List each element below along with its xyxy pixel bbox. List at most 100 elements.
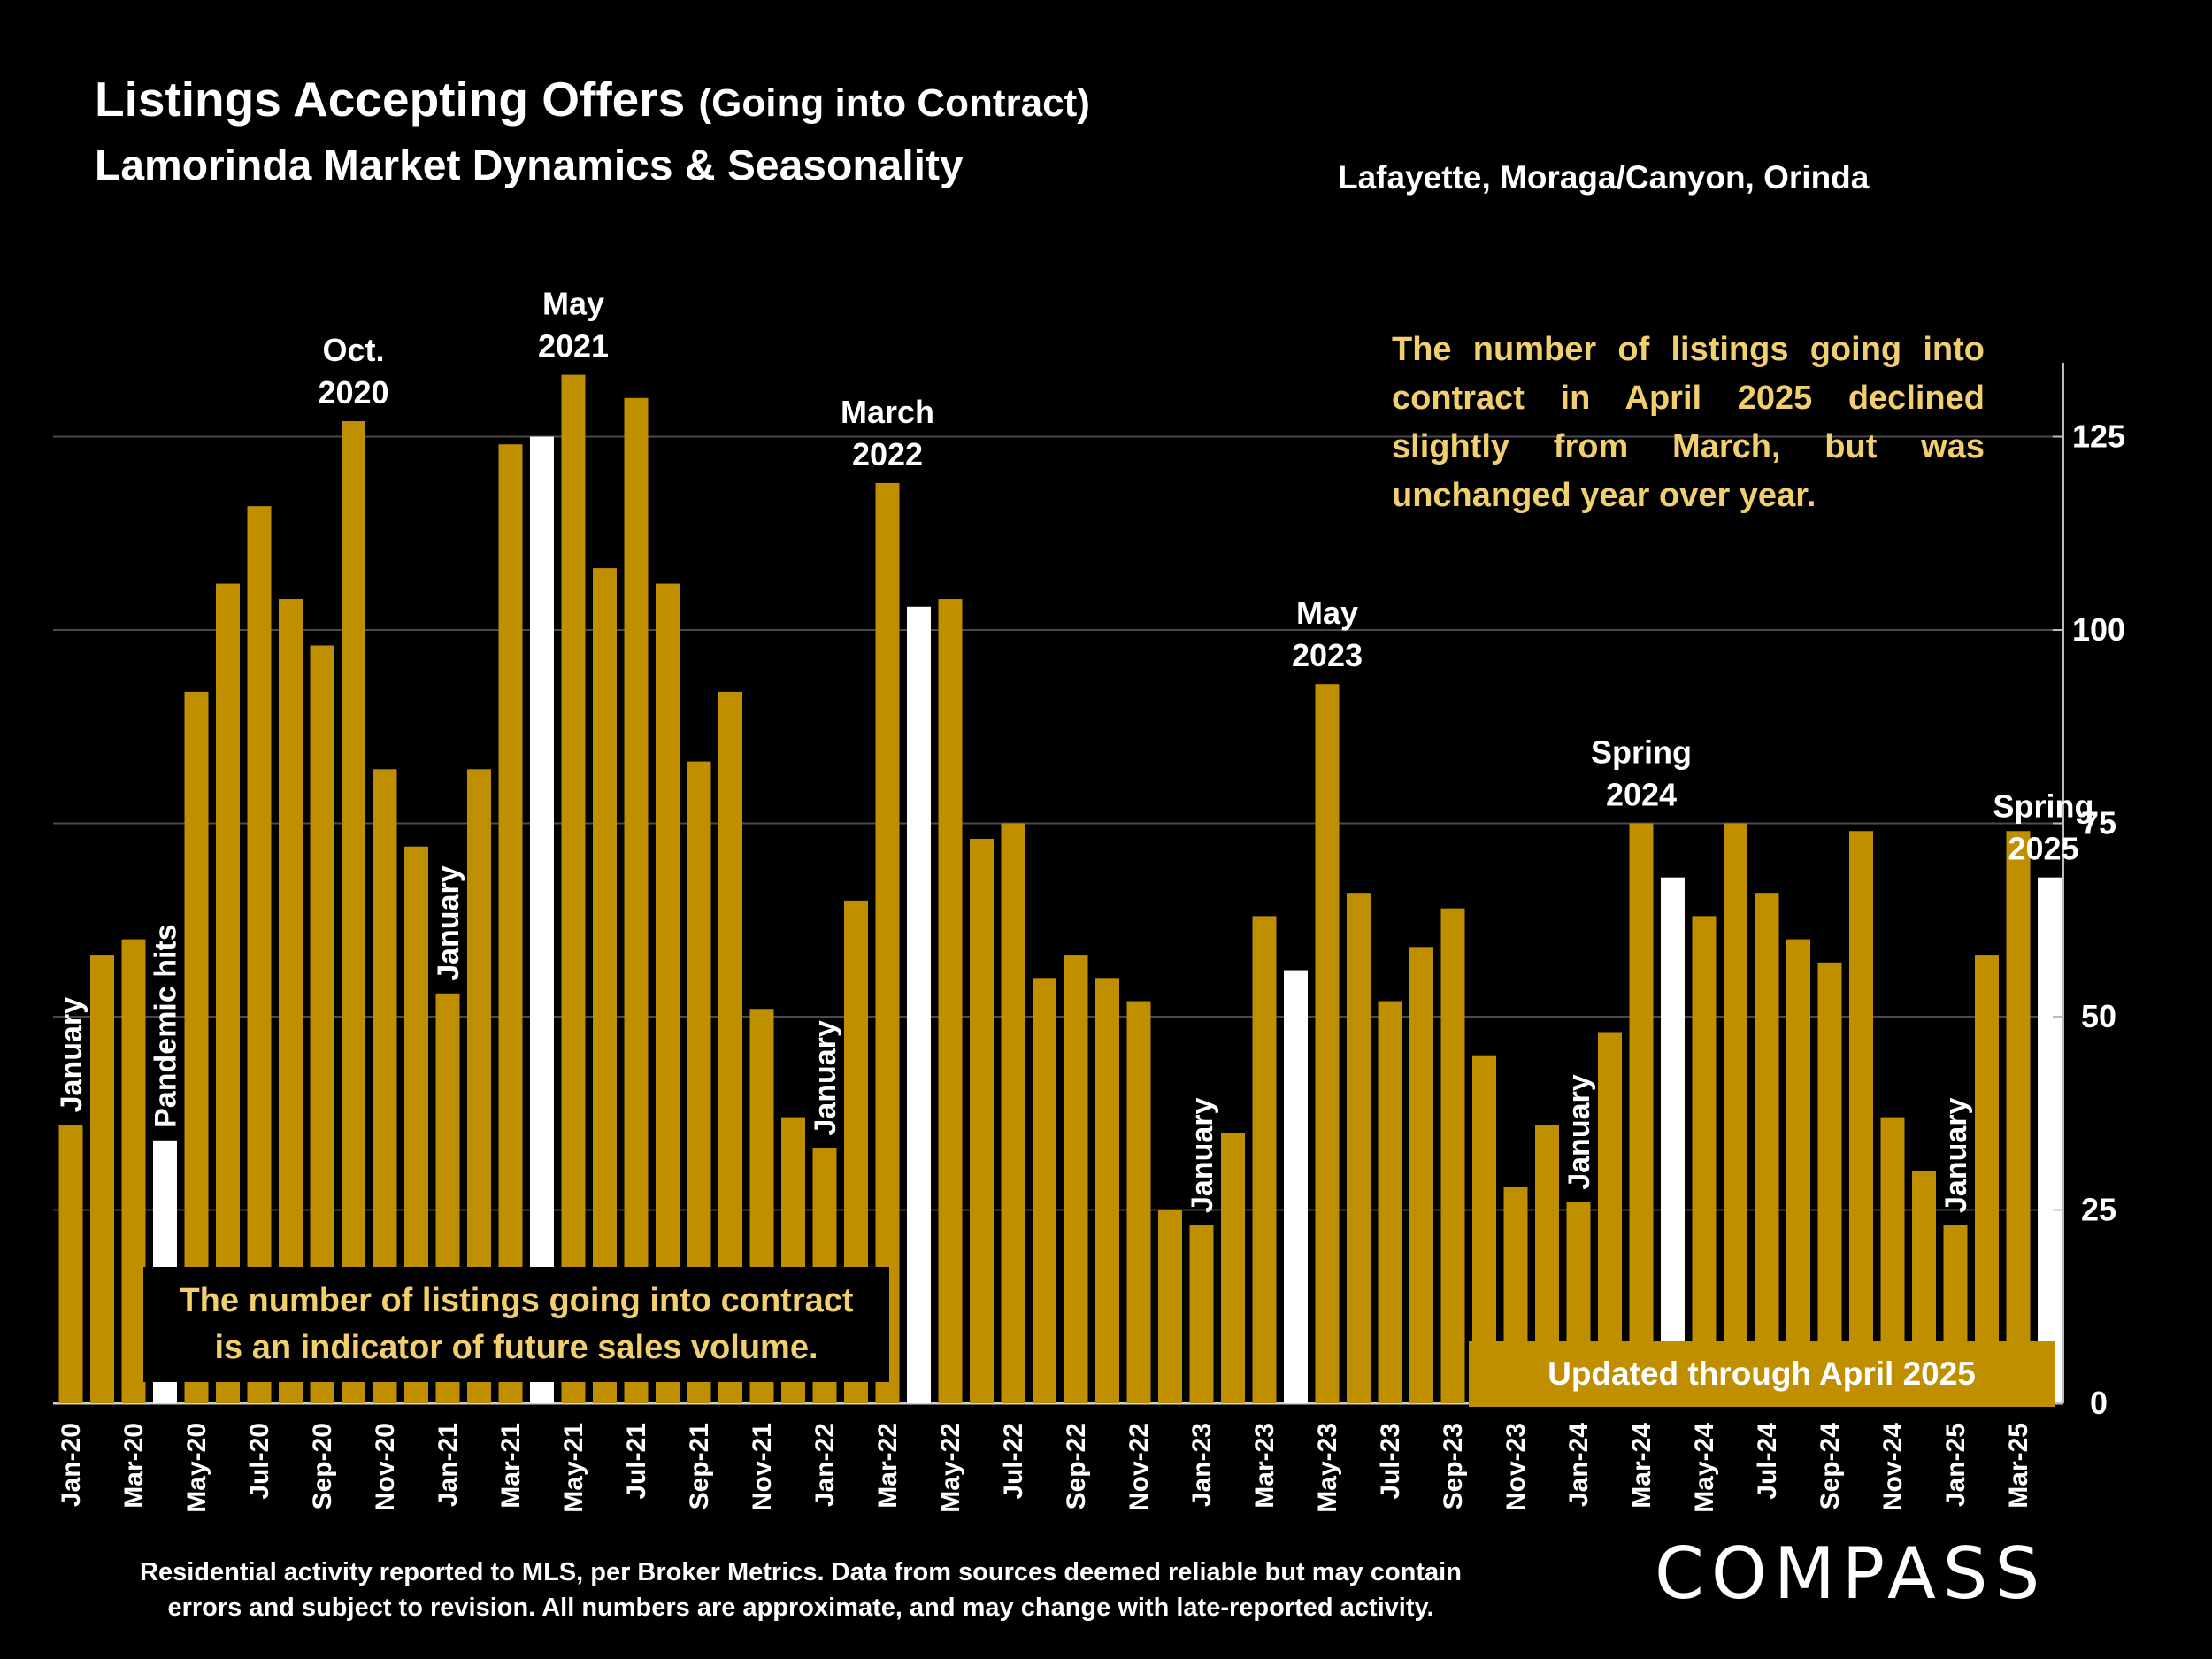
x-tick-label: May-22 [936, 1423, 965, 1513]
x-tick-label: Jan-21 [434, 1423, 463, 1507]
bar-aug-23 [1409, 947, 1433, 1403]
bar-jul-20 [247, 506, 272, 1403]
region-label: Lafayette, Moraga/Canyon, Orinda [1338, 159, 1870, 196]
bar-nov-22 [1126, 1001, 1151, 1403]
annotation-label: 2022 [852, 436, 923, 472]
commentary-note: The number of listings going into contra… [1392, 331, 1985, 514]
x-tick-label: Sep-20 [308, 1423, 337, 1509]
bar-jun-21 [593, 568, 617, 1403]
chart-subtitle: Lamorinda Market Dynamics & Seasonality [95, 142, 964, 189]
bar-apr-21 [530, 436, 554, 1403]
annotation-label: January [809, 1020, 842, 1135]
x-tick-label: Mar-21 [496, 1423, 526, 1509]
x-tick-label: May-20 [182, 1423, 211, 1513]
bar-apr-22 [907, 606, 931, 1403]
bar-may-24 [1692, 916, 1717, 1403]
annotation-label: January [55, 997, 88, 1112]
chart-title: Listings Accepting Offers (Going into Co… [95, 71, 1090, 127]
bar-jul-24 [1755, 893, 1779, 1403]
indicator-note-line1: The number of listings going into contra… [179, 1282, 854, 1319]
bar-apr-25 [2038, 877, 2062, 1403]
footnote-line2: errors and subject to revision. All numb… [167, 1594, 1434, 1622]
annotation-label: January [1563, 1074, 1596, 1189]
annotation-label: January [1939, 1097, 1973, 1212]
x-tick-label: Sep-22 [1062, 1423, 1091, 1509]
x-tick-label: May-21 [559, 1423, 588, 1513]
bar-mar-21 [498, 444, 523, 1403]
y-tick-label: 0 [2090, 1385, 2108, 1421]
annotation-label: March [841, 394, 934, 430]
x-tick-label: Sep-24 [1816, 1423, 1845, 1510]
x-tick-label: Jul-22 [999, 1423, 1028, 1500]
bar-apr-23 [1284, 970, 1308, 1403]
y-tick-label: 25 [2081, 1192, 2116, 1228]
x-tick-label: May-24 [1690, 1423, 1719, 1513]
annotation-label: 2021 [538, 328, 609, 365]
bar-feb-23 [1221, 1133, 1245, 1403]
bar-aug-24 [1786, 939, 1810, 1403]
x-tick-label: Jul-21 [622, 1423, 651, 1500]
bar-mar-24 [1629, 823, 1654, 1403]
x-tick-label: Mar-22 [873, 1423, 902, 1509]
x-tick-label: Jul-20 [245, 1423, 274, 1500]
x-tick-label: Jan-24 [1564, 1423, 1594, 1507]
y-tick-label: 50 [2081, 998, 2116, 1034]
y-axis-ticks: 0 25 50 75 100 125 [2053, 363, 2125, 1421]
bar-aug-22 [1033, 978, 1056, 1403]
bar-may-21 [561, 374, 586, 1404]
x-tick-label: Mar-25 [2004, 1423, 2033, 1509]
annotation-label: 2024 [1606, 777, 1677, 813]
bar-feb-20 [90, 955, 114, 1403]
x-axis-ticks: Jan-20 Mar-20 May-20 Jul-20 Sep-20 Nov-20 Jan-… [57, 1423, 2033, 1513]
x-tick-label: Jan-23 [1187, 1423, 1217, 1507]
y-tick-label: 100 [2072, 611, 2125, 648]
indicator-note-line2: is an indicator of future sales volume. [214, 1329, 818, 1366]
bar-may-23 [1315, 684, 1340, 1403]
x-tick-label: Sep-23 [1439, 1423, 1468, 1509]
annotation-label: Spring [1591, 734, 1692, 771]
bar-oct-22 [1095, 978, 1119, 1403]
indicator-note: The number of listings going into contra… [143, 1267, 889, 1382]
bar-jul-23 [1378, 1001, 1402, 1403]
annotation-label: May [1296, 595, 1358, 631]
source-footnote: Residential activity reported to MLS, pe… [53, 1555, 1548, 1625]
updated-badge: Updated through April 2025 [1469, 1341, 2055, 1407]
x-tick-label: Mar-24 [1627, 1423, 1656, 1509]
x-tick-label: Jul-24 [1753, 1423, 1782, 1500]
bar-sep-24 [1817, 962, 1842, 1403]
bar-mar-20 [121, 939, 146, 1403]
annotation-label: 2020 [318, 374, 388, 411]
bar-oct-20 [342, 421, 365, 1403]
x-tick-label: Sep-21 [685, 1423, 714, 1509]
bar-apr-24 [1661, 877, 1685, 1403]
x-tick-label: Jan-20 [57, 1423, 86, 1507]
bar-jun-20 [216, 583, 240, 1403]
annotation-label: Pandemic hits [150, 924, 183, 1128]
bars [58, 374, 2062, 1404]
y-tick-label: 125 [2072, 419, 2125, 455]
x-tick-label: Nov-24 [1878, 1423, 1908, 1511]
bar-may-22 [938, 599, 963, 1403]
compass-logo: COMPASS [1655, 1532, 2047, 1615]
x-tick-label: Jan-25 [1941, 1423, 1970, 1507]
bar-jun-23 [1347, 893, 1371, 1403]
bar-feb-25 [1975, 955, 1999, 1403]
bar-dec-22 [1158, 1210, 1182, 1403]
x-tick-label: Mar-20 [119, 1423, 149, 1509]
bar-mar-25 [2006, 831, 2031, 1403]
x-tick-label: Nov-21 [748, 1423, 777, 1511]
x-tick-label: Nov-20 [371, 1423, 400, 1511]
bar-jul-21 [624, 397, 649, 1403]
bar-mar-22 [875, 482, 900, 1404]
bar-jul-22 [1001, 823, 1025, 1403]
bar-sep-23 [1440, 908, 1465, 1403]
x-tick-label: Mar-23 [1250, 1423, 1279, 1509]
bar-jun-22 [970, 838, 994, 1403]
bar-jan-20 [58, 1125, 83, 1403]
footnote-line1: Residential activity reported to MLS, pe… [140, 1558, 1462, 1586]
bar-jun-24 [1724, 823, 1747, 1403]
bar-oct-24 [1849, 831, 1873, 1403]
annotation-label: May [542, 286, 604, 322]
x-tick-label: Nov-23 [1502, 1423, 1531, 1511]
